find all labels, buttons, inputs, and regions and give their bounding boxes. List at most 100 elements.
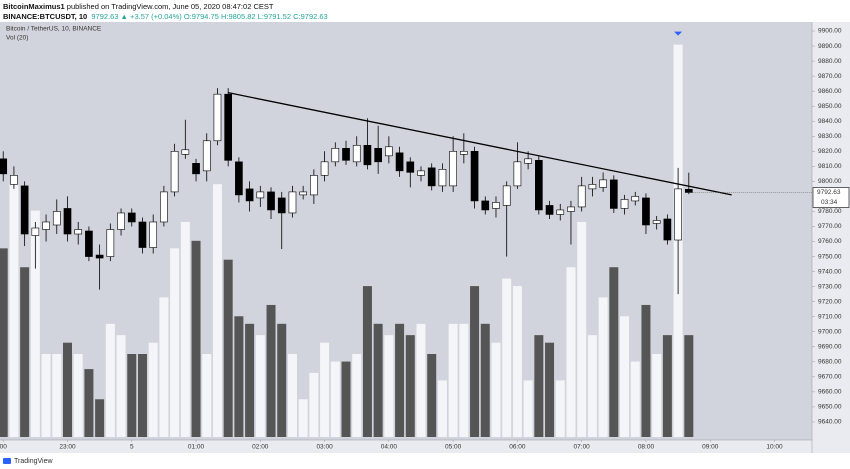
volume-bar xyxy=(127,354,137,437)
candle-body xyxy=(524,158,532,164)
volume-bar xyxy=(202,354,212,437)
volume-bar xyxy=(480,323,490,437)
candle-body xyxy=(310,175,318,196)
volume-bar xyxy=(609,267,619,437)
volume-bar xyxy=(20,267,30,437)
candle-body xyxy=(406,161,415,173)
volume-bar xyxy=(341,361,351,437)
candle-body xyxy=(642,197,650,226)
volume-bar xyxy=(598,297,608,437)
author: BitcoinMaximus1 xyxy=(3,2,65,11)
candle-body xyxy=(684,188,693,193)
x-tick-label: 07:00 xyxy=(574,444,591,451)
y-tick-label: 9710.00 xyxy=(818,313,842,320)
volume-bar xyxy=(298,399,308,437)
volume-bar xyxy=(330,361,340,437)
candle-body xyxy=(352,144,361,163)
volume-bar xyxy=(405,335,415,437)
footer-logo: TradingView xyxy=(14,458,53,465)
x-tick-label: 00 xyxy=(0,444,7,451)
volume-bar xyxy=(684,335,694,437)
candle-body xyxy=(63,208,72,235)
volume-bar xyxy=(555,380,565,437)
volume-bar xyxy=(502,278,512,437)
candle-body xyxy=(0,158,8,175)
volume-bar xyxy=(223,259,233,437)
candle-body xyxy=(213,93,222,142)
volume-bar xyxy=(470,286,480,437)
candle-body xyxy=(192,163,200,175)
volume-bar xyxy=(62,342,72,437)
volume-bar xyxy=(52,354,62,437)
volume-bar xyxy=(523,380,533,437)
y-tick-label: 9650.00 xyxy=(818,404,842,411)
candle-body xyxy=(363,144,372,166)
volume-bar xyxy=(373,323,383,437)
volume-bar xyxy=(459,323,469,437)
candle-body xyxy=(492,202,500,209)
y-tick-label: 9640.00 xyxy=(818,419,842,426)
volume-label: Vol (20) xyxy=(6,35,28,42)
volume-bar xyxy=(180,221,190,437)
y-tick-label: 9850.00 xyxy=(818,103,842,110)
x-tick-label: 23:00 xyxy=(59,444,76,451)
volume-bar xyxy=(566,267,576,437)
candle-body xyxy=(138,221,147,248)
x-tick-label: 05:00 xyxy=(445,444,462,451)
volume-bar xyxy=(577,221,587,437)
candle-body xyxy=(674,188,682,241)
y-tick-label: 9900.00 xyxy=(818,28,842,35)
candle-body xyxy=(342,148,350,161)
volume-bar xyxy=(0,248,8,437)
volume-bar xyxy=(277,323,287,437)
volume-bar xyxy=(30,210,40,437)
y-tick-label: 9660.00 xyxy=(818,389,842,396)
volume-marker xyxy=(674,31,683,36)
candle-body xyxy=(374,148,382,163)
candle-body xyxy=(224,93,233,161)
volume-bar xyxy=(41,354,51,437)
x-tick-label: 03:00 xyxy=(316,444,333,451)
x-tick-label: 01:00 xyxy=(188,444,205,451)
y-tick-label: 9870.00 xyxy=(818,73,842,80)
candle-body xyxy=(256,191,265,199)
volume-bar xyxy=(212,184,222,437)
candle-body xyxy=(235,161,243,196)
volume-bar xyxy=(545,342,555,437)
y-tick-label: 9810.00 xyxy=(818,163,842,170)
candle-body xyxy=(74,229,83,235)
candle-body xyxy=(534,160,543,211)
volume-bar xyxy=(362,286,372,437)
last-price-label: 9792.63 xyxy=(817,189,841,196)
volume-bar xyxy=(416,323,426,437)
candle-body xyxy=(545,205,554,215)
candle-body xyxy=(449,151,457,187)
candle-body xyxy=(85,230,93,257)
time-axis xyxy=(0,440,812,453)
candle-body xyxy=(10,175,18,185)
last-price-box xyxy=(812,187,850,208)
y-tick-label: 9830.00 xyxy=(818,133,842,140)
x-tick-label: 5 xyxy=(130,444,134,451)
volume-bar xyxy=(255,335,265,437)
y-tick-label: 9740.00 xyxy=(818,268,842,275)
candle-body xyxy=(331,148,340,163)
y-tick-label: 9700.00 xyxy=(818,328,842,335)
header-line: BINANCE:BTCUSDT, 10 9792.63 ▲ +3.57 (+0.… xyxy=(3,12,328,21)
volume-bar xyxy=(116,335,126,437)
volume-bar xyxy=(652,354,662,437)
y-tick-label: 9680.00 xyxy=(818,359,842,366)
volume-bar xyxy=(427,354,437,437)
candle-body xyxy=(599,179,607,188)
volume-bar xyxy=(73,354,83,437)
volume-bar xyxy=(191,240,201,437)
y-tick-label: 9750.00 xyxy=(818,253,842,260)
candle-body xyxy=(31,227,40,236)
x-tick-label: 10:00 xyxy=(766,444,783,451)
x-tick-label: 04:00 xyxy=(381,444,398,451)
volume-bar xyxy=(84,369,94,437)
volume-bar xyxy=(448,323,458,437)
candle-body xyxy=(181,149,190,155)
volume-bar xyxy=(512,286,522,437)
